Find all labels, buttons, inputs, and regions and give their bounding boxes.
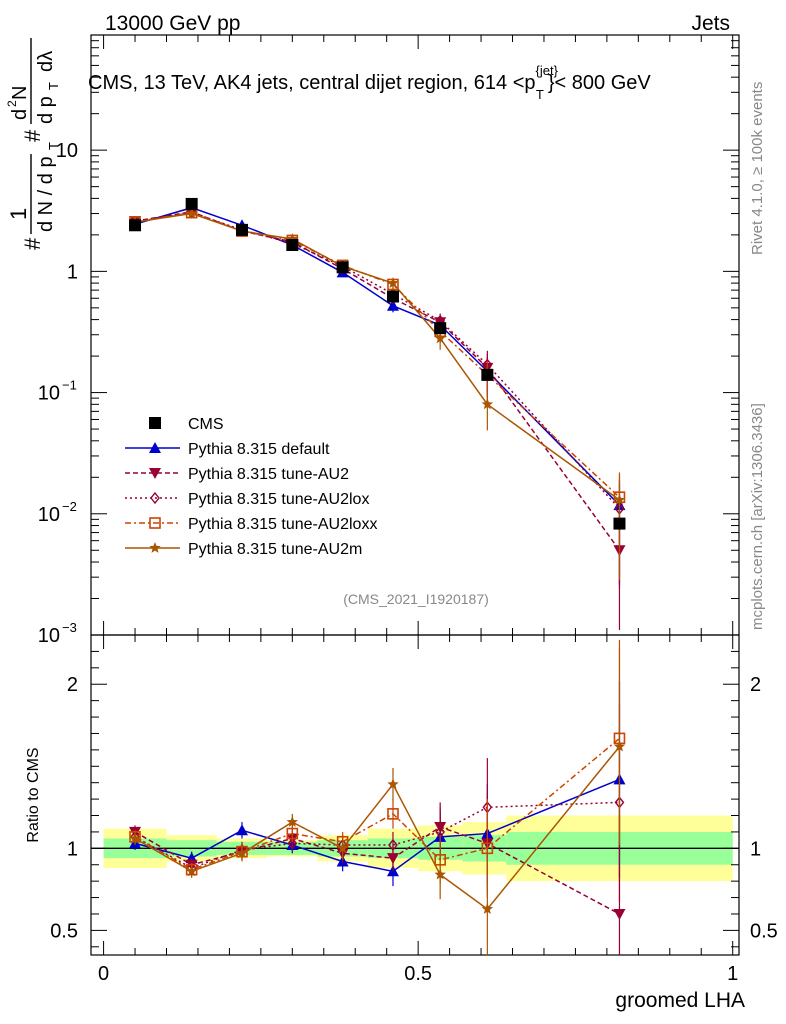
legend-label-2: Pythia 8.315 tune-AU2lox	[188, 491, 369, 508]
ratio-marker-4-4	[336, 842, 349, 854]
legend-marker-4	[149, 542, 161, 553]
y-tick-label-2: 10	[38, 383, 60, 405]
ratio-tick-label-right-0: 0.5	[750, 920, 778, 942]
main-marker-4-8	[613, 494, 626, 505]
ratio-tick-label-0: 0.5	[50, 920, 78, 942]
legend-label-4: Pythia 8.315 tune-AU2m	[188, 541, 362, 558]
y-axis-label: # 1 d N / d p T # d 2 N d p T dλ	[5, 38, 61, 250]
ylabel-den: d N / d p	[35, 156, 57, 232]
ratio-marker-0-2	[235, 824, 248, 836]
ratio-marker-4-8	[613, 740, 626, 752]
ratio-line-3	[134, 737, 620, 871]
x-tick-label-2: 1	[727, 963, 738, 985]
ylabel-num-n: N	[9, 86, 31, 100]
header-energy: 13000 GeV pp	[105, 12, 240, 35]
y-tick-exp-0: −3	[62, 620, 77, 635]
legend-label-cms: CMS	[188, 416, 224, 433]
cms-point-0	[129, 219, 142, 232]
main-marker-4-7	[481, 398, 494, 410]
cms-point-2	[235, 223, 248, 236]
x-tick-label-1: 0.5	[404, 963, 432, 985]
main-marker-4-6	[434, 332, 446, 344]
ratio-marker-3-5	[387, 808, 399, 820]
title-sub: T	[536, 87, 544, 102]
ratio-marker-3-7	[481, 842, 494, 855]
y-tick-label-1: 10	[38, 504, 60, 526]
x-axis-label: groomed LHA	[615, 989, 745, 1012]
ylabel-den2: d p	[35, 96, 57, 124]
ratio-marker-4-2	[236, 847, 248, 859]
cms-point-7	[481, 368, 494, 381]
legend-marker-0	[149, 442, 161, 453]
ratio-marker-1-5	[386, 853, 399, 865]
cms-point-4	[336, 261, 349, 274]
ratio-marker-1-8	[613, 908, 626, 920]
cms-point-5	[386, 290, 399, 303]
y-tick-label-3: 1	[67, 261, 78, 283]
main-marker-0-5	[386, 299, 399, 311]
analysis-id: (CMS_2021_I1920187)	[343, 591, 489, 607]
ratio-tick-label-right-2: 2	[750, 674, 761, 696]
ylabel-hash1: #	[20, 237, 45, 250]
ylabel-den2-sub: T	[46, 82, 61, 90]
mcplots-label: mcplots.cern.ch [arXiv:1306.3436]	[749, 403, 766, 630]
ylabel-num-sup: 2	[5, 100, 19, 107]
main-series	[129, 197, 626, 630]
legend-label-0: Pythia 8.315 default	[188, 441, 330, 458]
header-category: Jets	[691, 12, 730, 35]
ratio-marker-4-5	[387, 778, 399, 790]
ratio-tick-label-2: 2	[67, 674, 78, 696]
legend-label-3: Pythia 8.315 tune-AU2loxx	[188, 516, 377, 533]
ratio-marker-4-0	[129, 832, 141, 844]
title-sup: {jet}	[536, 63, 559, 78]
ratio-series	[129, 639, 626, 955]
ylabel-den2-tail: dλ	[35, 51, 57, 72]
ylabel-hash2: #	[20, 129, 45, 142]
legend-marker-3	[149, 517, 161, 529]
main-marker-4-5	[387, 277, 399, 288]
ratio-marker-4-3	[286, 816, 298, 827]
y-tick-label-0: 10	[38, 625, 60, 647]
ratio-marker-2-5	[388, 838, 398, 852]
main-marker-4-3	[286, 233, 298, 244]
legend-marker-1	[149, 468, 161, 479]
title-tail: }< 800 GeV	[548, 72, 652, 94]
chart-title: CMS, 13 TeV, AK4 jets, central dijet reg…	[88, 63, 651, 102]
ratio-tick-label-right-1: 1	[750, 838, 761, 860]
ratio-tick-label-1: 1	[67, 838, 78, 860]
ratio-marker-2-3	[287, 837, 298, 850]
ratio-line-1	[134, 826, 620, 915]
main-marker-4-1	[186, 207, 198, 219]
ratio-marker-4-7	[481, 903, 494, 914]
ratio-y-label: Ratio to CMS	[25, 747, 42, 842]
y-tick-exp-2: −1	[62, 378, 77, 393]
title-main: CMS, 13 TeV, AK4 jets, central dijet reg…	[88, 72, 536, 94]
y-tick-exp-1: −2	[62, 499, 77, 514]
ylabel-den-sub: T	[46, 142, 61, 150]
cms-point-6	[434, 322, 447, 335]
legend-marker-2	[150, 491, 160, 505]
cms-point-3	[286, 239, 299, 252]
legend-marker-cms	[149, 417, 161, 429]
main-line-2	[134, 211, 621, 510]
cms-point-8	[613, 517, 626, 530]
ylabel-one: 1	[6, 208, 31, 220]
ratio-marker-4-1	[186, 865, 198, 877]
y-tick-label-4: 10	[56, 140, 78, 162]
ratio-marker-4-6	[434, 868, 446, 880]
main-line-0	[134, 206, 620, 506]
legend-label-1: Pythia 8.315 tune-AU2	[188, 466, 349, 483]
ratio-plot-frame	[90, 634, 740, 956]
ylabel-num-d: d	[9, 109, 31, 120]
legend: CMS Pythia 8.315 default Pythia 8.315 tune…	[125, 416, 377, 558]
rivet-label: Rivet 4.1.0, ≥ 100k events	[749, 82, 766, 255]
cms-point-1	[185, 197, 198, 210]
x-tick-label-0: 0	[98, 963, 109, 985]
